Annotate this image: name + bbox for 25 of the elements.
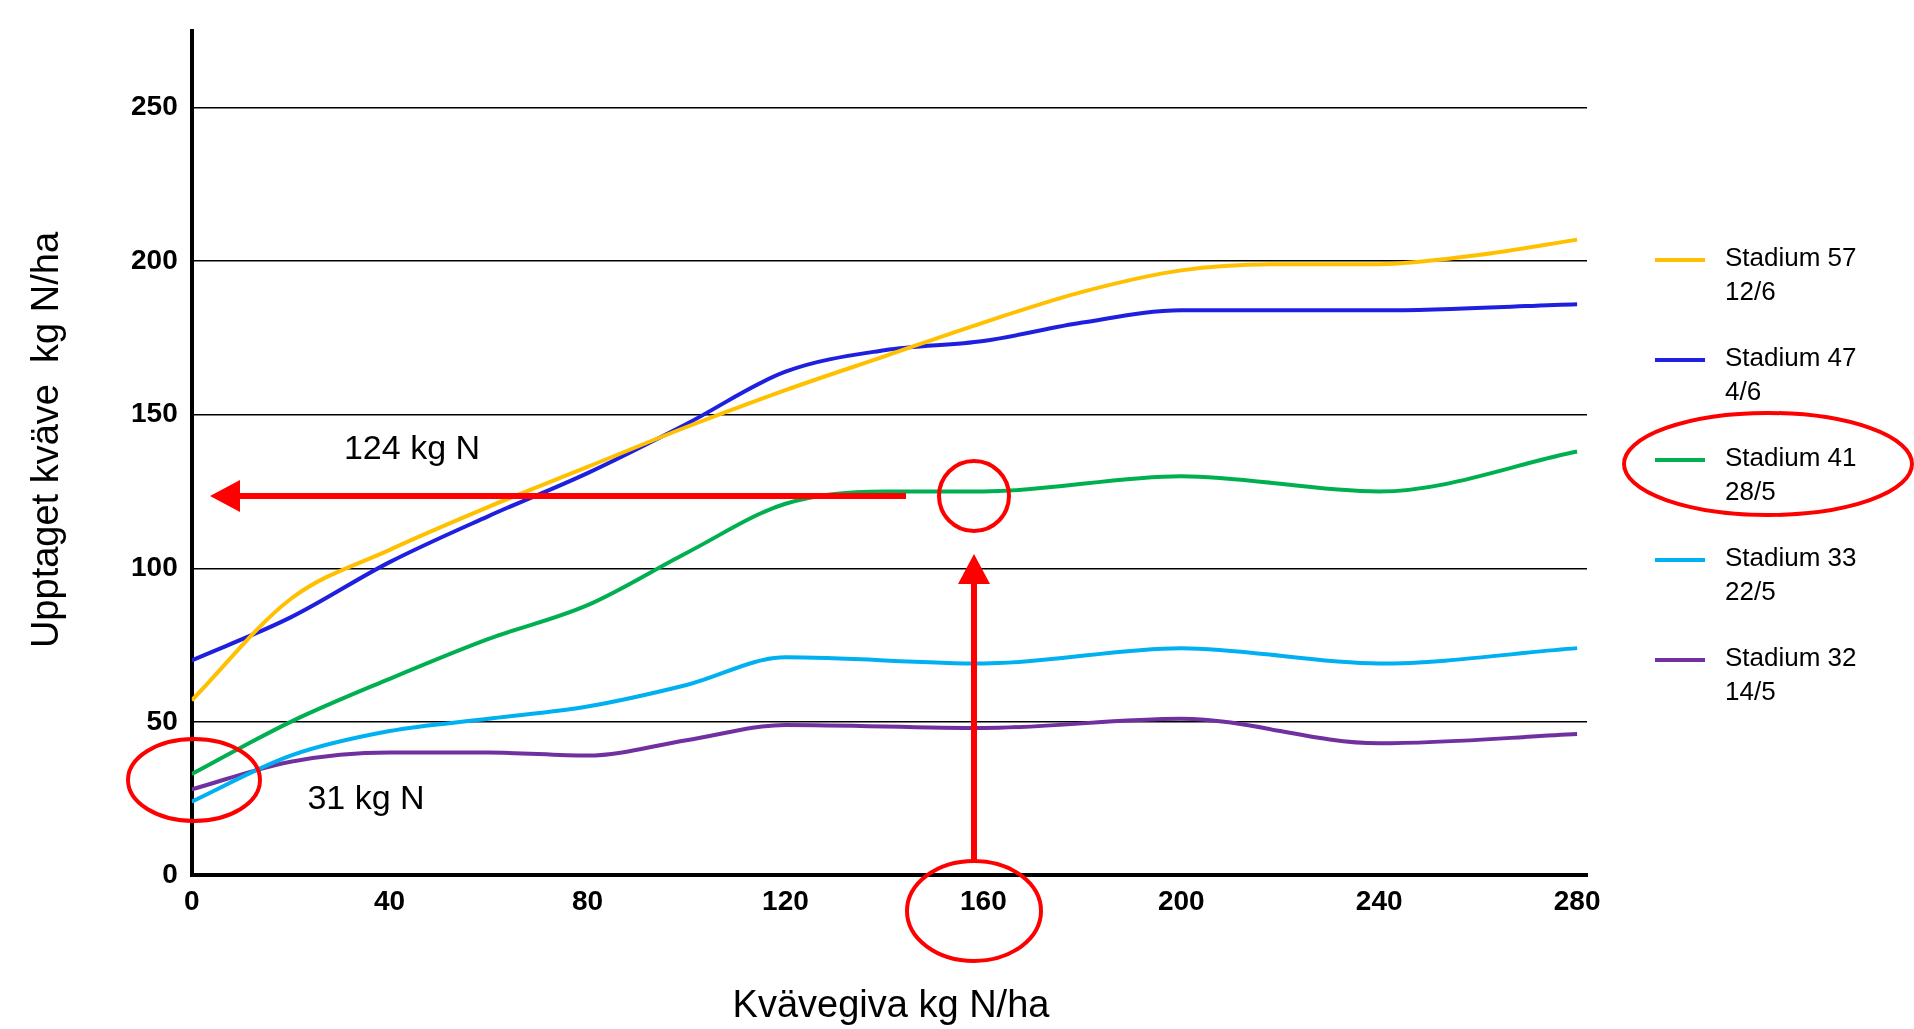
line-series [191,302,1580,663]
x-tick-label: 240 [1355,884,1403,916]
x-axis-title: Kvävegiva kg N/ha [732,982,1050,1026]
y-tick-label: 100 [131,550,178,582]
y-tick-label: 0 [162,858,178,890]
x-tick-label: 80 [571,884,604,916]
annotation: 124 kg N [343,428,481,467]
legend-label: Stadium 47 4/6 [1725,341,1857,408]
y-tick-label: 200 [131,243,178,275]
legend-label: Stadium 41 28/5 [1725,441,1857,508]
legend-label: Stadium 32 14/5 [1725,641,1857,708]
x-tick-label: 120 [762,884,809,916]
annotation: 31 kg N [307,778,425,817]
y-tick-label: 50 [146,704,178,736]
x-tick-label: 40 [374,884,406,916]
y-tick-label: 250 [131,90,178,122]
y-tick-label: 150 [131,397,178,429]
x-tick-label: 0 [183,884,200,916]
line-series [191,237,1580,703]
x-tick-label: 160 [960,884,1007,916]
x-tick-label: 200 [1157,884,1205,916]
y-axis-title: Upptaget kväve kg N/ha [23,231,67,649]
legend-label: Stadium 57 12/6 [1725,241,1857,308]
legend-label: Stadium 33 22/5 [1725,541,1857,608]
x-tick-label: 280 [1553,884,1601,916]
